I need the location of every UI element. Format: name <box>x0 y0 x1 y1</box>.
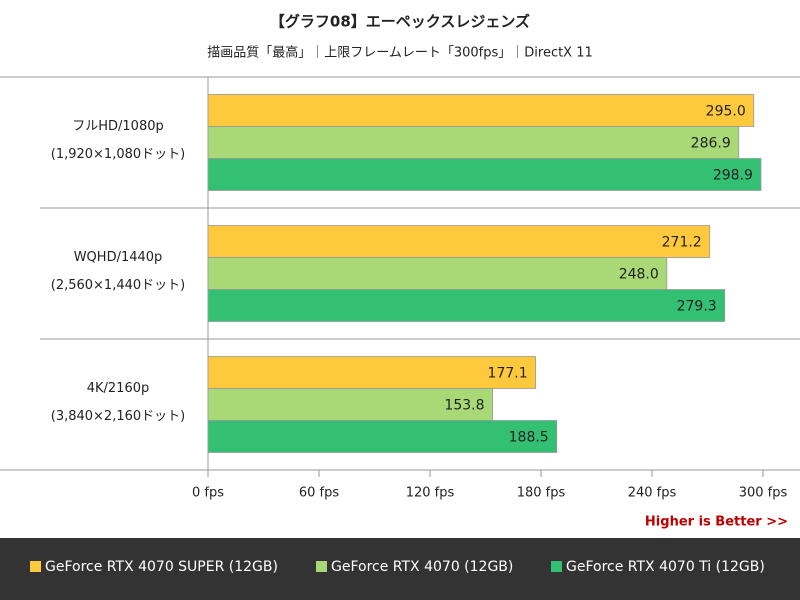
bar <box>207 94 755 127</box>
value-label: 279.3 <box>677 299 717 315</box>
x-tick-label: 240 fps <box>628 486 677 501</box>
legend-swatch <box>551 561 562 572</box>
value-label: 153.8 <box>444 398 484 414</box>
chart-title: 【グラフ08】エーペックスレジェンズ <box>270 13 530 31</box>
bar <box>207 356 537 389</box>
annotation: Higher is Better >> <box>645 515 788 530</box>
legend-label: GeForce RTX 4070 Ti (12GB) <box>566 559 765 575</box>
x-tick-label: 120 fps <box>406 486 455 501</box>
legend-band <box>0 538 800 600</box>
category-label: 4K/2160p <box>87 381 150 396</box>
category-sublabel: (2,560×1,440ドット) <box>51 278 185 293</box>
category-sublabel: (1,920×1,080ドット) <box>51 147 185 162</box>
value-label: 286.9 <box>691 136 731 152</box>
legend-swatch <box>316 561 327 572</box>
bar <box>207 257 668 290</box>
value-label: 177.1 <box>488 366 528 382</box>
x-tick-label: 180 fps <box>517 486 566 501</box>
bar <box>207 420 558 453</box>
category-label: WQHD/1440p <box>74 250 163 265</box>
value-label: 271.2 <box>662 235 702 251</box>
legend-label: GeForce RTX 4070 SUPER (12GB) <box>45 559 278 575</box>
bar <box>207 225 711 258</box>
bar <box>207 289 726 322</box>
value-label: 248.0 <box>619 267 659 283</box>
legend-swatch <box>30 561 41 572</box>
category-label: フルHD/1080p <box>72 119 164 134</box>
legend-label: GeForce RTX 4070 (12GB) <box>331 559 513 575</box>
value-label: 295.0 <box>706 104 746 120</box>
chart-subtitle: 描画品質「最高」｜上限フレームレート「300fps」｜DirectX 11 <box>207 45 593 61</box>
value-label: 298.9 <box>713 168 753 184</box>
bar <box>207 158 762 191</box>
bar <box>207 388 493 421</box>
category-sublabel: (3,840×2,160ドット) <box>51 409 185 424</box>
x-tick-label: 300 fps <box>739 486 788 501</box>
x-tick-label: 0 fps <box>192 486 224 501</box>
x-tick-label: 60 fps <box>299 486 340 501</box>
value-label: 188.5 <box>509 430 549 446</box>
bar <box>207 126 740 159</box>
